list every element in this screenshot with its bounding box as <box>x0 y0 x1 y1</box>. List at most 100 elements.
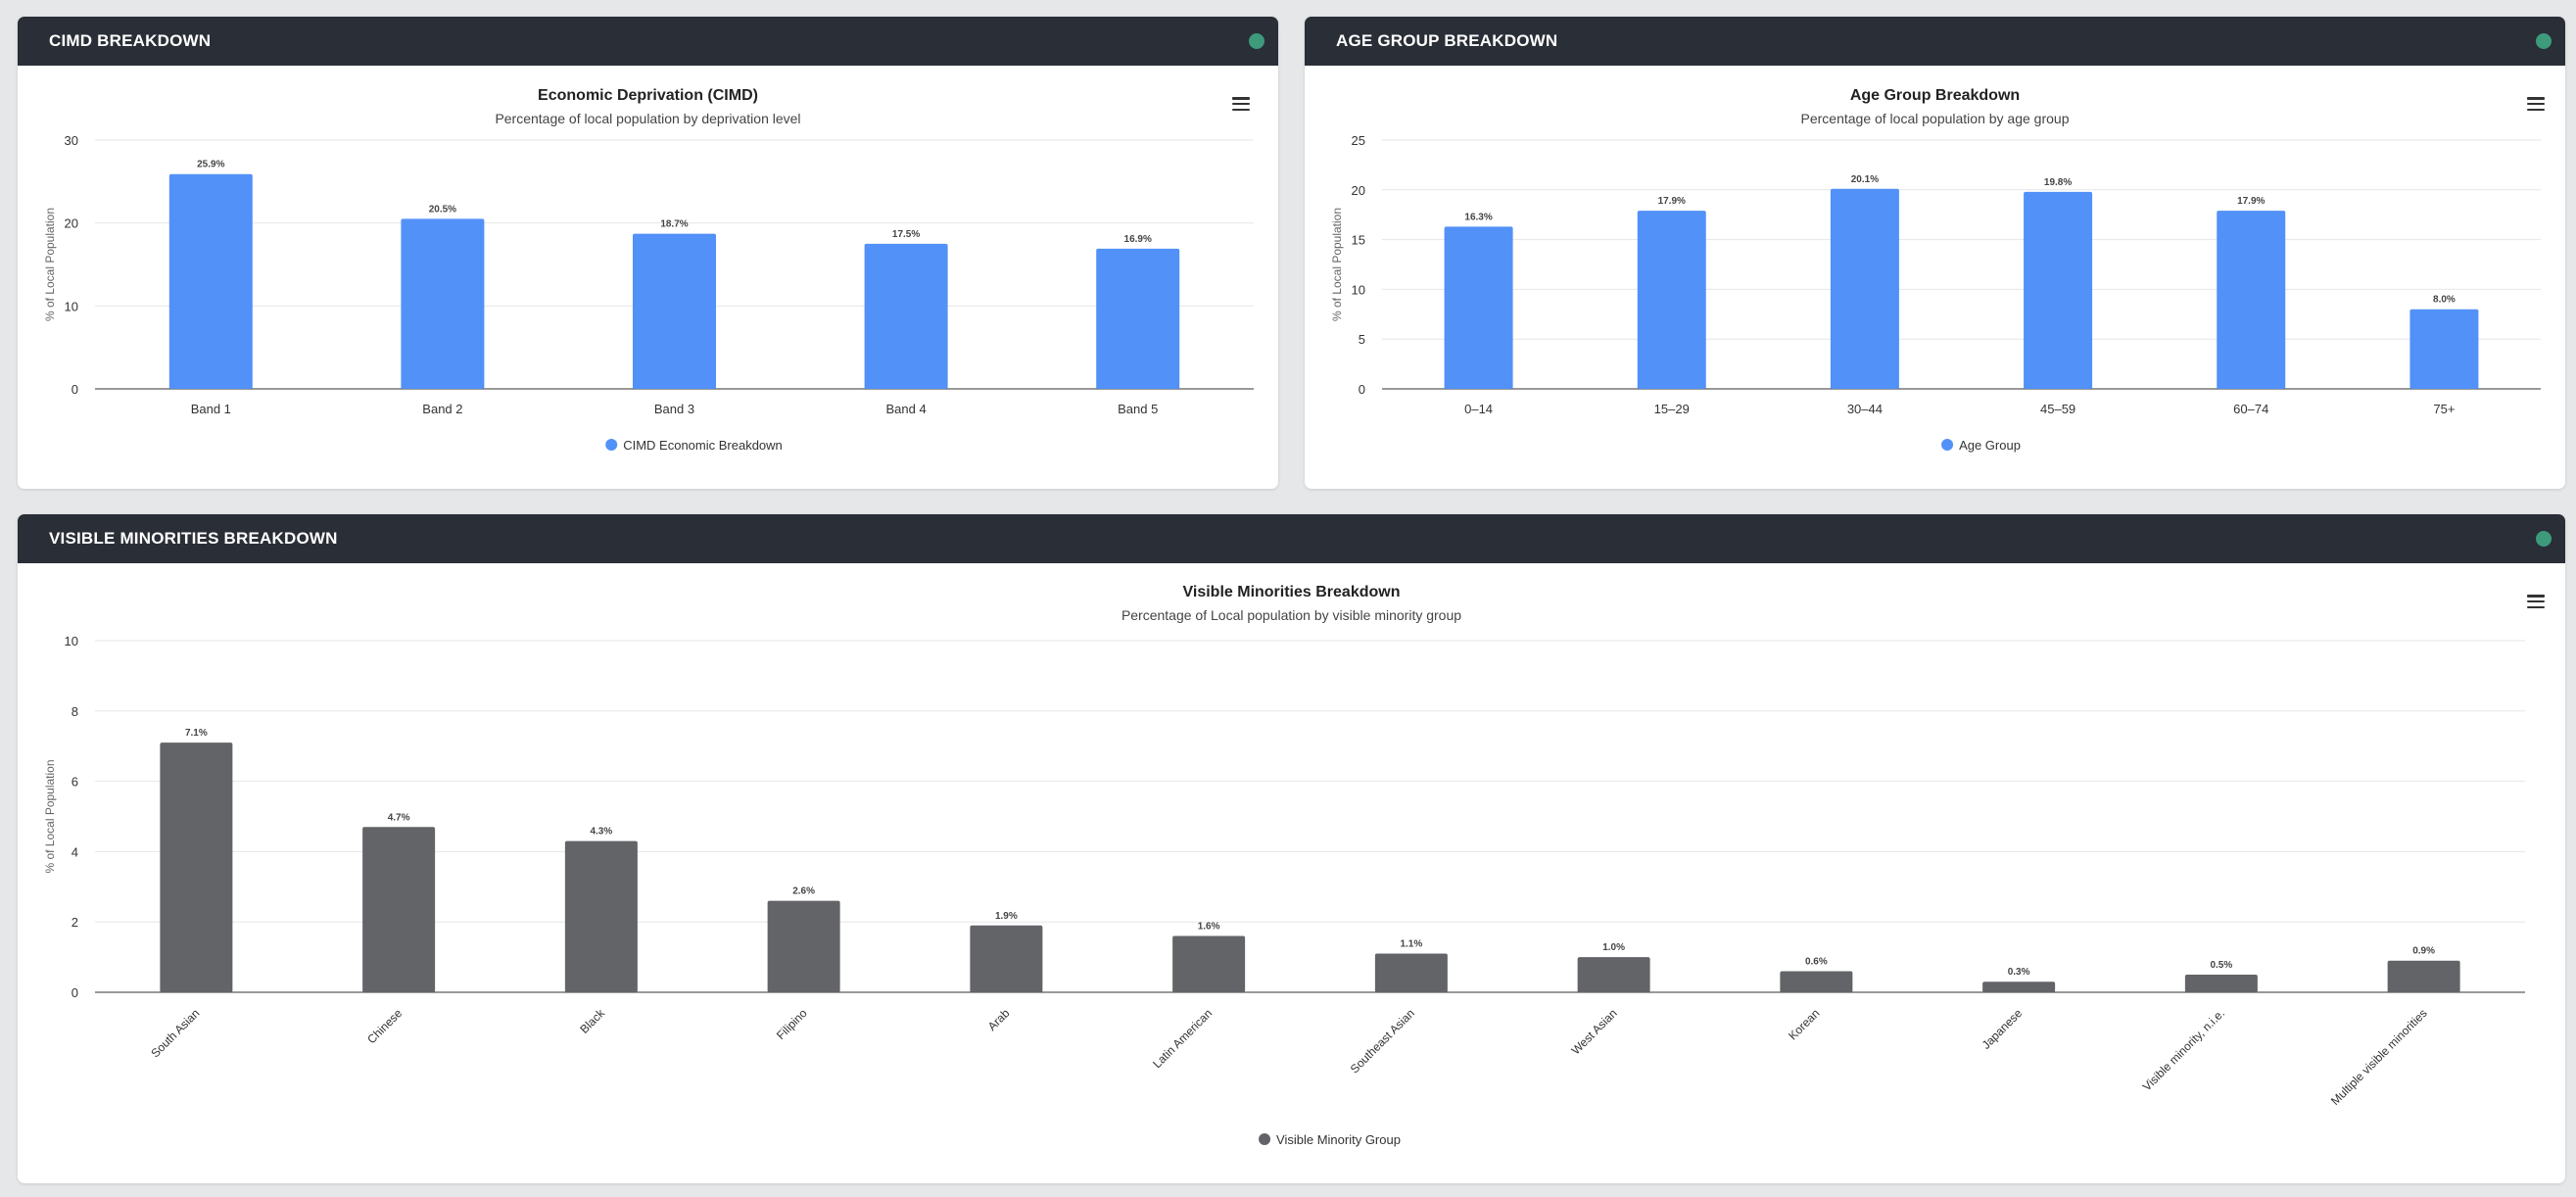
bar <box>1982 982 2056 992</box>
y-tick-label: 0 <box>72 985 78 1000</box>
hamburger-menu-icon[interactable] <box>1232 97 1250 111</box>
x-tick-label: Band 2 <box>422 402 462 416</box>
panel-title: CIMD BREAKDOWN <box>49 31 212 50</box>
x-tick-label: South Asian <box>148 1006 202 1060</box>
bar <box>1096 248 1180 389</box>
y-tick-label: 10 <box>65 299 78 313</box>
legend: Age Group <box>1941 438 2021 453</box>
y-axis-label: % of Local Population <box>43 759 57 873</box>
data-label: 20.5% <box>429 204 456 215</box>
bar <box>160 742 233 992</box>
x-tick-label: Visible minority, n.i.e. <box>2140 1006 2227 1093</box>
y-tick-label: 15 <box>1352 233 1365 248</box>
x-tick-label: Multiple visible minorities <box>2328 1006 2430 1108</box>
bar <box>2217 211 2286 389</box>
x-tick-label: 0–14 <box>1464 402 1493 416</box>
bar <box>362 827 436 992</box>
data-label: 1.1% <box>1400 939 1422 950</box>
x-tick-label: Latin American <box>1150 1006 1215 1071</box>
x-tick-label: 15–29 <box>1654 402 1690 416</box>
x-tick-label: 30–44 <box>1847 402 1883 416</box>
y-tick-label: 10 <box>1352 282 1365 297</box>
bar <box>1374 953 1448 992</box>
hamburger-menu-icon[interactable] <box>2527 595 2545 608</box>
x-tick-label: 60–74 <box>2233 402 2268 416</box>
bar <box>1780 971 1853 992</box>
bar <box>970 925 1043 992</box>
data-label: 1.9% <box>995 911 1018 922</box>
y-tick-label: 20 <box>65 216 78 231</box>
bar <box>2024 191 2093 389</box>
data-label: 4.3% <box>590 827 612 838</box>
cimd-panel: CIMD BREAKDOWN Economic Deprivation (CIM… <box>18 17 1278 489</box>
legend-marker <box>605 439 618 451</box>
bar <box>1172 935 1246 992</box>
data-label: 0.9% <box>2412 946 2435 957</box>
age-chart: Age Group Breakdown Percentage of local … <box>1305 66 2565 489</box>
bar <box>633 233 716 389</box>
vm-chart-svg: 0 2 4 6 8 10 % of Local Population 7.1% South As… <box>43 634 2525 1147</box>
data-label: 1.0% <box>1602 942 1625 953</box>
bar <box>864 243 948 389</box>
cimd-chart: Economic Deprivation (CIMD) Percentage o… <box>18 66 1278 489</box>
legend-marker <box>1941 439 1954 451</box>
y-tick-label: 10 <box>65 634 78 648</box>
hamburger-menu-icon[interactable] <box>2527 97 2545 111</box>
data-label: 18.7% <box>660 219 688 230</box>
y-tick-label: 0 <box>72 382 78 397</box>
bar <box>1637 211 1706 389</box>
panel-title: AGE GROUP BREAKDOWN <box>1336 31 1558 50</box>
bar <box>1830 188 1899 389</box>
y-axis-label: % of Local Population <box>43 208 57 321</box>
legend-label: Visible Minority Group <box>1276 1132 1401 1147</box>
bar <box>1444 226 1513 389</box>
data-label: 16.3% <box>1464 212 1492 222</box>
y-axis-label: % of Local Population <box>1330 208 1344 321</box>
bar <box>168 173 253 389</box>
data-label: 17.9% <box>1658 196 1686 207</box>
data-label: 17.5% <box>892 229 920 240</box>
bar <box>2409 309 2479 389</box>
status-dot-icon <box>2536 33 2552 49</box>
chart-title: Visible Minorities Breakdown <box>1182 584 1401 600</box>
y-tick-label: 2 <box>72 915 78 930</box>
x-tick-label: Japanese <box>1980 1006 2026 1052</box>
panel-title: VISIBLE MINORITIES BREAKDOWN <box>49 529 338 548</box>
legend-label: CIMD Economic Breakdown <box>623 438 783 453</box>
y-tick-label: 30 <box>65 133 78 148</box>
data-label: 8.0% <box>2433 295 2456 306</box>
data-label: 25.9% <box>197 160 224 170</box>
legend-marker <box>1259 1133 1271 1145</box>
chart-title: Economic Deprivation (CIMD) <box>538 87 758 104</box>
vm-chart: Visible Minorities Breakdown Percentage … <box>18 563 2565 1183</box>
data-label: 20.1% <box>1851 174 1879 185</box>
x-tick-label: Band 5 <box>1118 402 1158 416</box>
bar <box>2387 960 2460 992</box>
data-label: 0.5% <box>2210 960 2232 971</box>
x-tick-label: Chinese <box>364 1006 405 1046</box>
y-tick-label: 20 <box>1352 183 1365 198</box>
legend: CIMD Economic Breakdown <box>605 438 783 453</box>
y-tick-label: 6 <box>72 775 78 790</box>
cimd-chart-svg: 0 10 20 30 % of Local Population 25.9% Band 1 2… <box>43 133 1254 453</box>
x-tick-label: Black <box>577 1006 607 1036</box>
y-tick-label: 8 <box>72 704 78 719</box>
data-label: 4.7% <box>388 812 410 823</box>
bar <box>1577 957 1650 992</box>
data-label: 7.1% <box>185 728 208 739</box>
vm-panel-header: VISIBLE MINORITIES BREAKDOWN <box>18 514 2565 563</box>
status-dot-icon <box>2536 531 2552 547</box>
age-chart-svg: 0 5 10 15 20 25 % of Local Population 16.3% 0–14… <box>1330 133 2541 453</box>
bar <box>767 900 840 992</box>
y-tick-label: 4 <box>72 844 78 859</box>
data-label: 19.8% <box>2044 177 2072 188</box>
chart-subtitle: Percentage of local population by age gr… <box>1800 111 2070 126</box>
bar <box>401 218 485 389</box>
data-label: 2.6% <box>792 886 815 897</box>
bar <box>2184 975 2258 992</box>
y-tick-label: 5 <box>1359 332 1365 347</box>
data-label: 1.6% <box>1198 922 1220 933</box>
x-tick-label: Filipino <box>774 1006 810 1042</box>
age-panel-header: AGE GROUP BREAKDOWN <box>1305 17 2565 66</box>
x-tick-label: Band 4 <box>885 402 926 416</box>
